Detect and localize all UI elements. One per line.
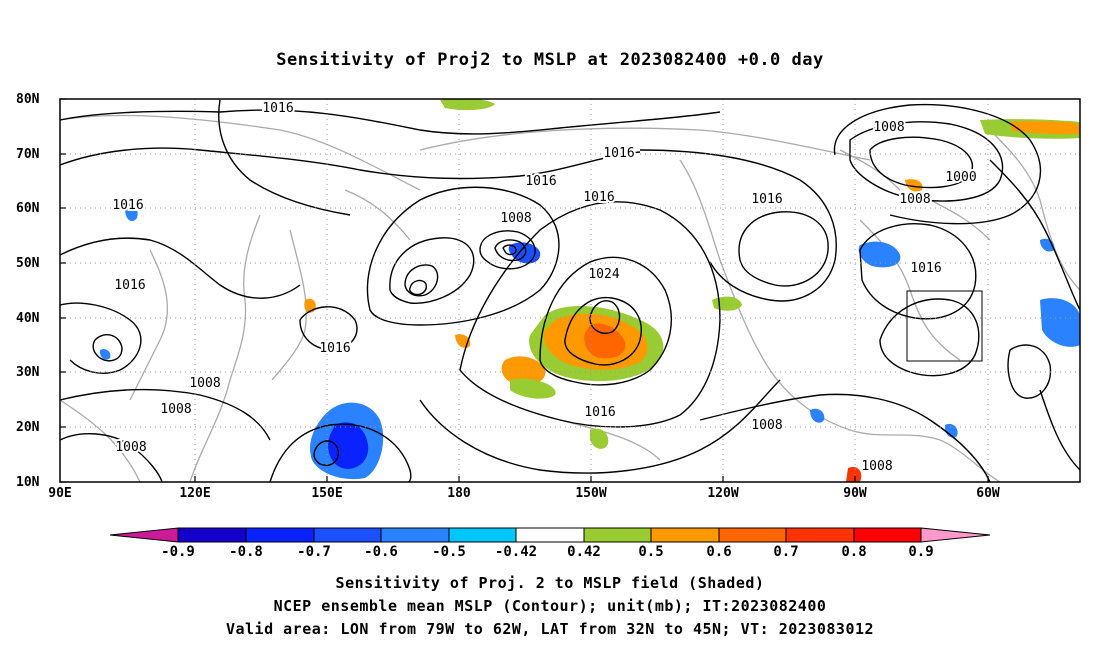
colorbar-tick: -0.5	[432, 544, 466, 560]
lon-label: 120W	[707, 486, 739, 501]
lon-label: 150W	[575, 486, 607, 501]
colorbar-swatch	[583, 527, 652, 543]
caption-valid-area: Valid area: LON from 79W to 62W, LAT fro…	[225, 620, 875, 638]
contour-label: 1016	[584, 405, 615, 420]
colorbar-tick: -0.7	[297, 544, 331, 560]
contour-labels: 1016 1016 1016 1016 1008 1000 1008 1016 …	[110, 99, 978, 476]
colorbar-swatch	[380, 527, 450, 543]
contour-label: 1016	[262, 101, 293, 116]
coastlines	[60, 114, 1080, 482]
colorbar-swatch	[515, 527, 585, 543]
contour-label: 1016	[1036, 287, 1067, 302]
contour-label: 1008	[189, 376, 220, 391]
contour-label: 1008	[751, 418, 782, 433]
colorbar-high-triangle	[920, 527, 991, 543]
lon-label: 90E	[48, 486, 72, 501]
lon-label: 60W	[976, 486, 1000, 501]
colorbar-swatch	[448, 527, 517, 543]
contour-label: 1008	[115, 440, 146, 455]
colorbar-swatch	[313, 527, 382, 543]
colorbar-swatch	[853, 527, 922, 543]
colorbar-tick: -0.6	[364, 544, 398, 560]
lat-label: 80N	[16, 92, 40, 107]
contour-label: 1008	[899, 192, 930, 207]
plot-frame	[59, 98, 1081, 483]
colorbar	[109, 527, 991, 543]
lat-label: 70N	[16, 147, 40, 162]
lon-label: 120E	[179, 486, 211, 501]
colorbar-tick: 0.42	[567, 544, 601, 560]
colorbar-low-triangle	[109, 527, 179, 543]
colorbar-swatch	[718, 527, 787, 543]
contour-label: 1016	[583, 190, 614, 205]
colorbar-tick: 0.8	[841, 544, 867, 560]
lon-label: 180	[447, 486, 471, 501]
contour-label: 1016	[112, 198, 143, 213]
contour-label: 1016	[751, 192, 782, 207]
map-title: Sensitivity of Proj2 to MSLP at 20230824…	[276, 50, 824, 70]
colorbar-swatch	[177, 527, 247, 543]
caption-contour: NCEP ensemble mean MSLP (Contour); unit(…	[273, 597, 827, 615]
colorbar-tick: 0.5	[638, 544, 664, 560]
contour-label: 1008	[500, 211, 531, 226]
lon-label: 90W	[843, 486, 867, 501]
contour-label: 1008	[861, 459, 892, 474]
lat-label: 20N	[16, 420, 40, 435]
lon-label: 150E	[311, 486, 343, 501]
colorbar-swatch	[785, 527, 855, 543]
colorbar-tick: 0.7	[773, 544, 799, 560]
contour-label: 1024	[588, 267, 619, 282]
contour-label: 1016	[319, 341, 350, 356]
lat-label: 10N	[16, 475, 40, 490]
colorbar-tick: -0.9	[161, 544, 195, 560]
contour-label: 1008	[160, 402, 191, 417]
mslp-contours	[60, 99, 1080, 482]
caption-shaded: Sensitivity of Proj. 2 to MSLP field (Sh…	[335, 574, 765, 592]
lat-label: 50N	[16, 256, 40, 271]
sensitivity-shading	[99, 99, 1080, 482]
colorbar-tick: -0.42	[494, 544, 538, 560]
contour-label: 1016	[525, 174, 556, 189]
colorbar-swatch	[245, 527, 315, 543]
contour-label: 1008	[873, 120, 904, 135]
lat-lon-grid	[60, 99, 1080, 482]
contour-label: 1016	[114, 278, 145, 293]
contour-label: 1000	[945, 170, 976, 185]
colorbar-tick: 0.6	[706, 544, 732, 560]
valid-area-box	[906, 290, 983, 362]
lat-label: 40N	[16, 311, 40, 326]
colorbar-tick: 0.9	[908, 544, 934, 560]
colorbar-tick: -0.8	[229, 544, 263, 560]
colorbar-swatch	[650, 527, 720, 543]
lat-label: 60N	[16, 201, 40, 216]
contour-label: 1016	[603, 146, 634, 161]
axis-ticks	[60, 98, 989, 483]
contour-label: 1016	[910, 261, 941, 276]
lat-label: 30N	[16, 365, 40, 380]
